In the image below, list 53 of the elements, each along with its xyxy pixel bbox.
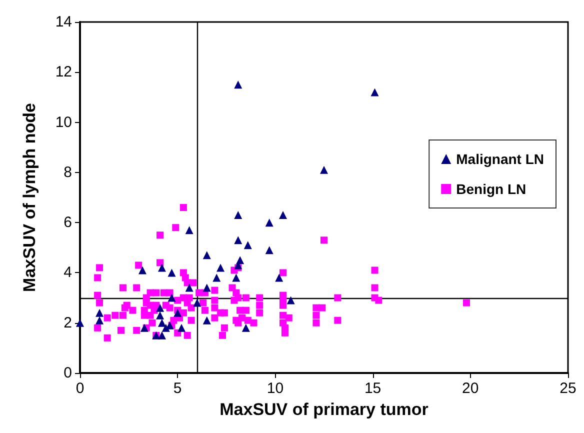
- point: [216, 264, 225, 272]
- point: [96, 316, 104, 324]
- point: [244, 241, 252, 250]
- x-tick-label: 5: [173, 380, 182, 397]
- y-tick-label: 10: [55, 114, 72, 131]
- x-tick-label: 20: [462, 380, 479, 397]
- y-tick-label: 12: [55, 64, 72, 81]
- y-tick-label: 8: [64, 164, 72, 181]
- y-tick-label: 14: [55, 14, 72, 30]
- point: [168, 294, 176, 302]
- point: [370, 88, 379, 96]
- point: [265, 246, 274, 254]
- point: [185, 284, 194, 292]
- point: [158, 264, 166, 272]
- point: [138, 266, 146, 274]
- point: [232, 274, 240, 282]
- point: [178, 324, 186, 332]
- point: [265, 218, 274, 227]
- point: [96, 308, 104, 317]
- point: [202, 251, 211, 260]
- point: [185, 226, 194, 234]
- point: [76, 318, 84, 327]
- x-tick-label: 10: [266, 380, 284, 397]
- legend-label: Benign LN: [456, 181, 526, 197]
- x-tick-label: 15: [364, 380, 382, 397]
- point: [212, 274, 221, 282]
- point: [156, 304, 164, 312]
- point: [174, 308, 182, 317]
- x-tick-label: 25: [560, 380, 576, 397]
- point: [234, 236, 242, 244]
- y-tick-label: 4: [64, 264, 72, 282]
- point: [202, 284, 211, 292]
- point: [279, 211, 288, 220]
- y-tick-label: 2: [64, 314, 72, 332]
- point: [158, 318, 166, 327]
- point: [286, 296, 295, 304]
- y-tick-label: 6: [64, 214, 72, 232]
- legend-label: Malignant LN: [456, 151, 544, 167]
- x-tick-label: 0: [76, 380, 84, 397]
- point: [234, 80, 242, 89]
- point: [234, 211, 242, 220]
- y-tick-label: 0: [64, 364, 72, 382]
- point: [140, 324, 148, 332]
- point: [168, 268, 176, 277]
- point: [193, 298, 202, 307]
- point: [275, 274, 284, 282]
- point: [202, 316, 211, 324]
- point: [242, 324, 250, 332]
- y-axis-title: MaxSUV of lymph node: [20, 103, 39, 292]
- point: [156, 311, 164, 320]
- point: [158, 331, 166, 340]
- x-axis-title: MaxSUV of primary tumor: [220, 400, 429, 419]
- point: [320, 166, 328, 174]
